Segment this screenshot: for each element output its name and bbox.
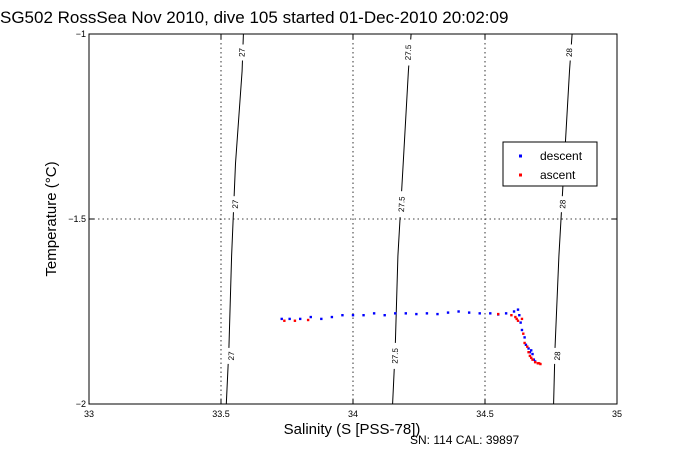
density-contour-labels: 27 27 27 27.5 27.5 27.5 28 28 28 — [226, 39, 575, 369]
ascent-point — [528, 354, 532, 358]
ascent-point — [527, 351, 530, 354]
ascent-point — [516, 319, 520, 322]
legend: descent ascent — [502, 141, 598, 187]
contour-label: 27 — [227, 351, 236, 361]
descent-point — [457, 310, 460, 313]
descent-point — [528, 351, 532, 354]
descent-point — [383, 314, 386, 317]
descent-point — [330, 315, 334, 319]
descent-point — [309, 315, 312, 319]
ascent-point — [520, 317, 524, 321]
legend-label-descent: descent — [540, 149, 583, 163]
legend-marker-descent — [519, 154, 522, 158]
descent-point — [512, 310, 516, 313]
serial-calibration-note: SN: 114 CAL: 39897 — [410, 433, 520, 447]
descent-point — [527, 347, 530, 350]
descent-point — [524, 343, 528, 346]
descent-point — [504, 312, 508, 315]
contour-label: 28 — [565, 47, 574, 57]
descent-point — [523, 336, 526, 339]
x-axis-label: Salinity (S [PSS-78]) — [284, 421, 421, 438]
contour-label: 27 — [231, 199, 240, 209]
contour-label-bg — [557, 196, 568, 213]
contour-label: 27.5 — [404, 44, 414, 60]
contour-label-bg — [552, 347, 563, 364]
ascent-point — [526, 345, 529, 348]
descent-point — [530, 349, 533, 352]
descent-point — [518, 314, 521, 317]
ascent-point — [510, 314, 513, 317]
contour-label-bg — [396, 191, 407, 218]
ascent-point — [536, 362, 539, 365]
legend-marker-ascent — [519, 173, 522, 177]
descent-point — [351, 314, 355, 317]
descent-point — [532, 358, 536, 361]
contour-label-bg — [403, 39, 414, 66]
descent-point — [425, 312, 429, 315]
descent-point — [531, 352, 534, 356]
descent-point — [519, 321, 522, 324]
descent-point — [299, 317, 302, 321]
x-tick-label: 35 — [612, 409, 622, 419]
y-tick-label: −1 — [76, 29, 86, 39]
descent-point — [436, 312, 439, 316]
contour-label-bg — [564, 44, 575, 61]
x-tick-label: 34.5 — [476, 409, 494, 419]
ascent-point — [497, 312, 500, 316]
descent-point — [415, 312, 418, 316]
y-axis-label: Temperature (°C) — [43, 161, 60, 276]
contour-label-bg — [226, 347, 237, 364]
contour-label: 27 — [237, 47, 246, 57]
descent-point — [394, 312, 397, 315]
ascent-point — [293, 319, 297, 322]
descent-point — [362, 314, 365, 317]
descent-point — [478, 312, 481, 315]
descent-point — [489, 312, 492, 315]
ascent-point — [283, 319, 286, 322]
ascent-point — [533, 360, 537, 364]
descent-point — [520, 328, 524, 332]
ascent-point — [522, 332, 525, 335]
ascent-point — [523, 341, 526, 345]
descent-point — [341, 314, 344, 317]
legend-box — [502, 141, 598, 187]
descent-point — [516, 308, 520, 311]
ascent-point — [514, 315, 517, 319]
y-tick-label: −2 — [76, 399, 86, 409]
x-tick-label: 34 — [348, 409, 358, 419]
descent-point — [372, 312, 376, 315]
contour-label: 28 — [553, 351, 562, 361]
descent-point — [446, 311, 450, 314]
x-tick-label: 33 — [84, 409, 94, 419]
contour-label-bg — [237, 44, 248, 61]
descent-point — [280, 317, 283, 321]
contour-label-bg — [390, 342, 401, 369]
legend-label-ascent: ascent — [540, 168, 576, 182]
contour-label: 28 — [558, 199, 567, 209]
ascent-point — [306, 318, 310, 322]
axis-ticks: 33 33.5 34 34.5 35 −1 −1.5 −2 — [68, 29, 622, 419]
ascent-point — [539, 362, 542, 366]
data-points — [280, 308, 542, 366]
descent-point — [404, 312, 407, 315]
contour-label: 27.5 — [397, 196, 407, 212]
ascent-point — [515, 317, 518, 321]
descent-point — [320, 317, 323, 321]
descent-point — [288, 317, 291, 321]
contour-label-bg — [230, 196, 241, 213]
contour-label: 27.5 — [390, 347, 400, 363]
chart-title: SG502 RossSea Nov 2010, dive 105 started… — [0, 8, 508, 27]
descent-point — [467, 311, 471, 314]
ascent-point — [530, 356, 533, 359]
x-tick-label: 33.5 — [212, 409, 230, 419]
ascent-point — [531, 358, 534, 361]
grid-lines — [89, 34, 617, 404]
y-tick-label: −1.5 — [68, 214, 86, 224]
ascent-point — [537, 362, 541, 365]
